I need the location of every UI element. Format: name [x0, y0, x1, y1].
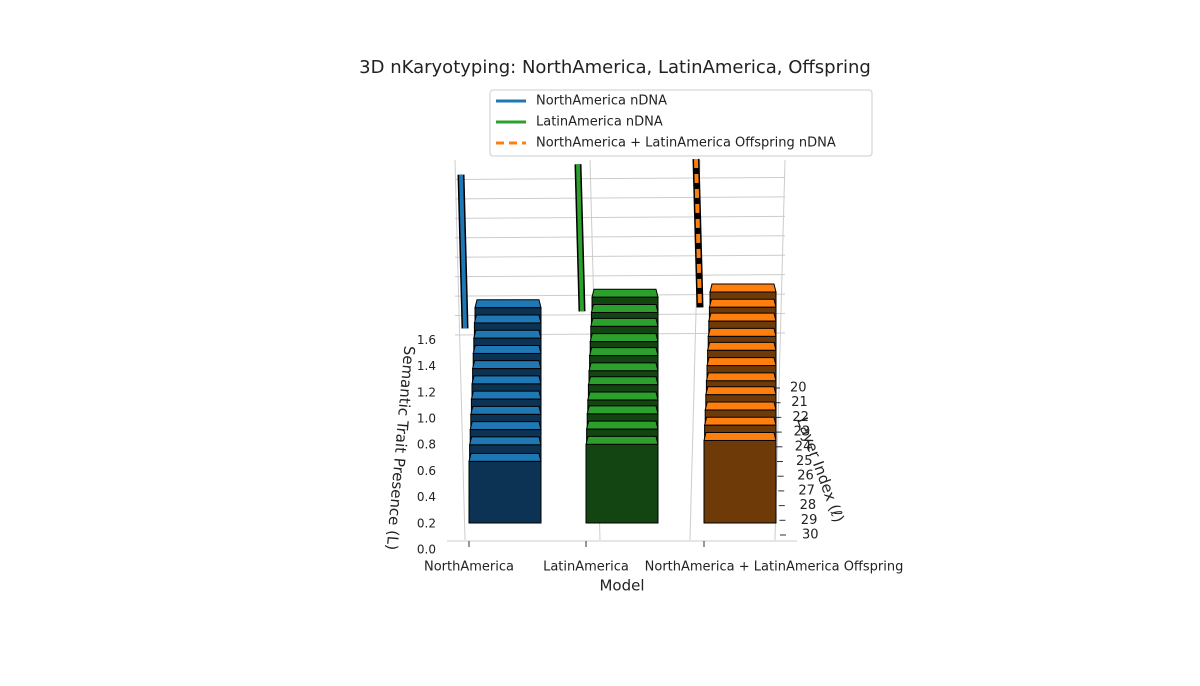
bar-top: [707, 327, 777, 337]
bar-top: [586, 405, 659, 415]
x-tick-label: NorthAmerica + LatinAmerica Offspring: [645, 560, 904, 575]
bar-top: [468, 436, 542, 446]
grid-line: [454, 215, 786, 219]
bar-top: [590, 303, 659, 313]
bar-top: [587, 391, 659, 401]
z-tick-label: 0.2: [417, 516, 436, 530]
bar: [468, 460, 542, 524]
bar-top: [468, 452, 542, 462]
bar-top: [470, 405, 542, 415]
bar-top: [704, 401, 777, 411]
y-tick-label: 23: [794, 425, 811, 440]
bar-top: [590, 317, 659, 327]
grid-line: [454, 196, 786, 200]
y-tick-label: 25: [796, 454, 813, 469]
y-tick-label: 29: [801, 513, 818, 528]
x-axis-label: Model: [599, 577, 644, 595]
bar-top: [708, 312, 777, 322]
line: [459, 174, 467, 329]
bar-top: [469, 421, 542, 431]
grid-line: [454, 254, 786, 258]
bar-top: [473, 314, 542, 324]
z-axis-label: Semantic Trait Presence (L): [383, 345, 419, 551]
bar: [703, 439, 777, 524]
bar: [585, 443, 659, 524]
bar-top: [706, 341, 777, 351]
x-tick-label: NorthAmerica: [424, 560, 514, 575]
grid-line: [454, 235, 786, 239]
z-tick-label: 1.6: [417, 333, 436, 347]
grid-line: [454, 274, 786, 278]
y-tick-label: 30: [802, 528, 819, 543]
grid-line: [454, 176, 786, 180]
bar-top: [471, 360, 542, 370]
bar-top: [588, 362, 659, 372]
bar-top: [703, 431, 777, 441]
bar-top: [472, 344, 542, 354]
y-tick-label: 21: [791, 395, 808, 410]
chart-title: 3D nKaryotyping: NorthAmerica, LatinAmer…: [359, 57, 871, 78]
z-tick-label: 0.0: [417, 543, 436, 557]
y-tick-label: 22: [792, 410, 809, 425]
z-tick-label: 1.4: [417, 359, 436, 373]
y-tick-label: 28: [800, 498, 817, 513]
y-tick-label: 26: [797, 469, 814, 484]
bar-top: [588, 347, 659, 357]
legend-label: NorthAmerica nDNA: [536, 94, 667, 109]
bar-top: [709, 283, 777, 293]
wall-line: [774, 159, 786, 541]
line: [576, 164, 584, 312]
bar-top: [471, 375, 542, 385]
y-tick-label: 20: [790, 381, 807, 396]
bar-top: [587, 376, 659, 386]
legend-label: NorthAmerica + LatinAmerica Offspring nD…: [536, 136, 836, 151]
x-tick-label: LatinAmerica: [543, 560, 629, 575]
bar-top: [708, 298, 777, 308]
wall-line: [454, 159, 466, 541]
z-tick-label: 1.2: [417, 385, 436, 399]
z-tick-label: 0.8: [417, 438, 436, 452]
y-tick-label: 24: [795, 439, 812, 454]
bar-top: [473, 329, 542, 339]
z-tick-label: 0.4: [417, 490, 436, 504]
legend: [489, 89, 873, 157]
bar-top: [703, 416, 777, 426]
bar-top: [474, 299, 542, 309]
bar-top: [705, 386, 777, 396]
bar-top: [470, 390, 542, 400]
bar-top: [705, 372, 777, 382]
bar-top: [585, 435, 659, 445]
bar-top: [591, 288, 659, 298]
line: [694, 158, 702, 308]
z-tick-label: 1.0: [417, 412, 436, 426]
bar-top: [585, 420, 659, 430]
legend-label: LatinAmerica nDNA: [536, 115, 663, 130]
z-tick-label: 0.6: [417, 464, 436, 478]
y-tick-label: 27: [798, 483, 815, 498]
bar-top: [706, 357, 777, 367]
bar-top: [589, 333, 659, 343]
